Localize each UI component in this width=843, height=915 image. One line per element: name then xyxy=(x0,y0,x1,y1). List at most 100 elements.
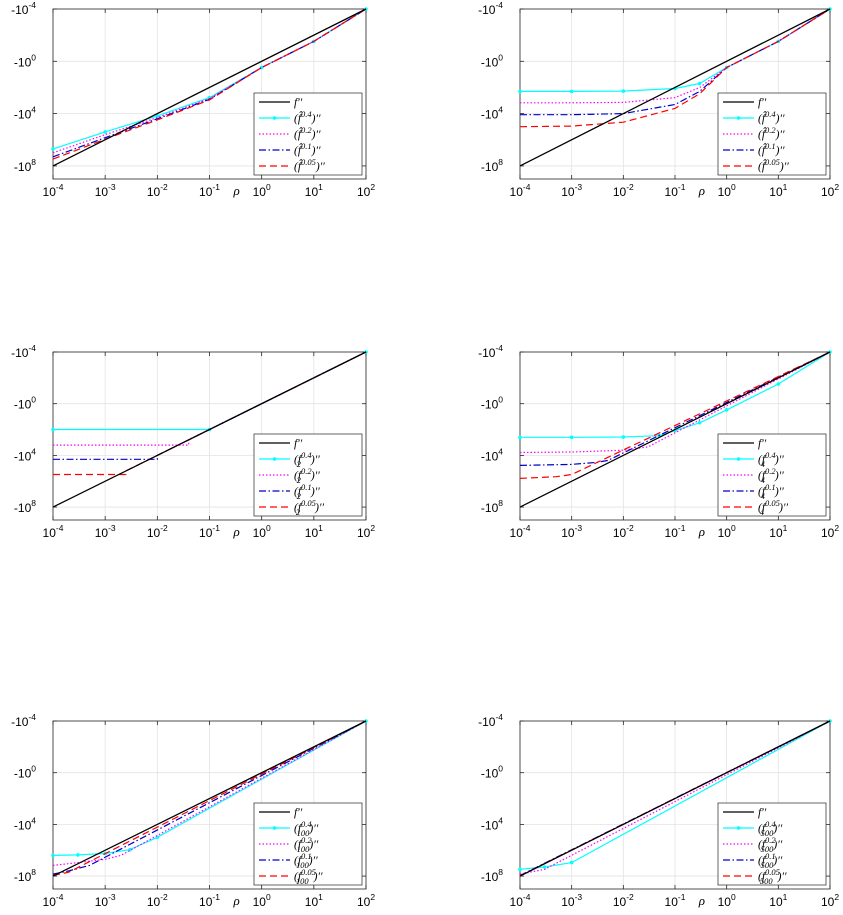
legend-label-lead: (f̂ xyxy=(294,159,303,173)
y-tick-label: -108 xyxy=(481,867,503,884)
x-tick-base: 10 xyxy=(43,185,57,199)
x-tick-exp: 1 xyxy=(783,523,788,533)
legend-box xyxy=(717,92,827,176)
x-tick-exp: -4 xyxy=(523,523,531,533)
panel-top-right: 10-4 10-3 10-2 10-1 100 101 102ρ-10-4-100-104-… xyxy=(478,0,839,199)
x-tick-label: 102 xyxy=(357,892,375,909)
x-tick-base: 10 xyxy=(821,526,835,540)
series-line xyxy=(52,720,367,875)
series-marker xyxy=(76,853,80,857)
series-line xyxy=(52,720,367,856)
legend-label-lead: (f xyxy=(294,871,303,883)
legend-label-lead: f xyxy=(294,438,299,450)
legend-label-sub: 500 xyxy=(761,844,775,854)
legend-label: (f̂0.1)′′ xyxy=(294,141,321,157)
y-tick-exp: 0 xyxy=(31,52,36,62)
legend-label-tail: ′′ xyxy=(761,438,767,450)
x-tick-exp: 0 xyxy=(266,523,271,533)
x-tick-exp: -4 xyxy=(523,182,531,192)
x-tick-exp: -1 xyxy=(678,892,686,902)
x-tick-exp: 2 xyxy=(834,892,839,902)
legend-label-lead: (f xyxy=(758,823,767,835)
x-tick-exp: -2 xyxy=(626,892,634,902)
x-tick-base: 10 xyxy=(147,895,161,909)
legend-marker xyxy=(272,457,277,461)
legend-label-sub: 4 xyxy=(761,491,766,501)
y-tick-base: -10 xyxy=(478,715,496,729)
x-tick-base: 10 xyxy=(95,895,109,909)
x-tick-base: 10 xyxy=(510,185,524,199)
legend-label-lead: (f xyxy=(294,470,303,482)
x-axis-label: ρ xyxy=(698,893,705,908)
legend-label: f′′ xyxy=(758,807,767,819)
y-tick-exp: 8 xyxy=(498,498,503,508)
legend-label-tail: ′′ xyxy=(297,807,303,819)
x-tick-label: 102 xyxy=(357,182,375,199)
x-tick-exp: -3 xyxy=(108,892,116,902)
y-tick-label: -100 xyxy=(481,52,503,69)
legend-label-tail: )′′ xyxy=(774,470,784,482)
y-tick-base: -10 xyxy=(481,55,499,69)
series-line xyxy=(520,8,831,104)
legend-label: (f0.4 500)′′ xyxy=(758,819,783,838)
legend-label-tail: )′′ xyxy=(772,839,782,851)
legend-label-tail: )′′ xyxy=(314,502,324,514)
y-tick-base: -10 xyxy=(14,870,32,884)
legend-label: (f0.4 2)′′ xyxy=(294,450,320,469)
legend-label-lead: (f xyxy=(294,502,303,514)
x-tick-label: 10-3 xyxy=(95,182,116,199)
legend-label-sub: 2 xyxy=(297,475,302,485)
legend-label: (f0.1 100)′′ xyxy=(294,851,318,870)
legend-label-tail: )′′ xyxy=(315,161,325,173)
y-tick-label: -10-4 xyxy=(478,712,503,729)
x-tick-label: 100 xyxy=(253,523,271,540)
legend-label-lead: (f̂ xyxy=(294,127,303,141)
legend-label-lead: (f xyxy=(294,486,303,498)
x-tick-exp: -1 xyxy=(678,182,686,192)
y-tick-base: -10 xyxy=(481,398,499,412)
legend-label-tail: )′′ xyxy=(310,470,320,482)
legend-label: (f0.05 4)′′ xyxy=(758,498,789,517)
legend-label-tail: ′′ xyxy=(761,807,767,819)
legend-label-lead: (f̂ xyxy=(758,159,767,173)
x-tick-label: 102 xyxy=(357,523,375,540)
x-tick-label: 101 xyxy=(305,182,323,199)
legend-label-tail: )′′ xyxy=(775,129,785,141)
legend-label: (f0.1 4)′′ xyxy=(758,482,784,501)
y-tick-base: -10 xyxy=(481,160,499,174)
x-tick-exp: -3 xyxy=(575,892,583,902)
x-tick-base: 10 xyxy=(665,526,679,540)
x-tick-base: 10 xyxy=(718,895,732,909)
legend-label-tail: ′′ xyxy=(297,97,303,109)
y-tick-exp: 8 xyxy=(31,867,36,877)
legend-label-tail: )′′ xyxy=(772,855,782,867)
x-tick-exp: 1 xyxy=(318,892,323,902)
x-tick-exp: 2 xyxy=(370,182,375,192)
legend-label-sub: 2 xyxy=(296,507,301,517)
panel-bottom-right: 10-4 10-3 10-2 10-1 100 101 102ρ-10-4-100-104-… xyxy=(478,712,839,909)
legend-label: (f̂0.05)′′ xyxy=(758,157,789,173)
y-tick-label: -10-4 xyxy=(11,712,36,729)
x-tick-exp: -4 xyxy=(56,523,64,533)
series-line xyxy=(519,720,831,870)
legend-label-tail: )′′ xyxy=(313,871,323,883)
series-marker xyxy=(155,114,160,118)
y-tick-base: -10 xyxy=(14,160,32,174)
y-tick-label: -10-4 xyxy=(11,343,36,360)
legend-label: (f̂0.2)′′ xyxy=(758,125,785,141)
panel-bottom-left: 10-4 10-3 10-2 10-1 100 101 102ρ-10-4-100-104-… xyxy=(11,712,375,909)
y-tick-exp: -4 xyxy=(28,712,36,722)
y-tick-label: -108 xyxy=(14,867,36,884)
y-tick-exp: 8 xyxy=(31,498,36,508)
series-marker xyxy=(724,408,729,412)
x-tick-exp: -3 xyxy=(575,523,583,533)
legend-label-tail: ′′ xyxy=(761,97,767,109)
x-tick-label: 10-1 xyxy=(199,892,220,909)
legend: f′′(f0.4 100)′′(f0.2 100)′′(f0.1 100)′′(f0.… xyxy=(253,802,363,886)
x-tick-exp: 1 xyxy=(318,182,323,192)
x-tick-label: 101 xyxy=(769,182,787,199)
legend-label-tail: )′′ xyxy=(779,161,789,173)
legend-box xyxy=(717,802,827,886)
legend-label-sup: 0.2 xyxy=(301,125,312,135)
legend-label-tail: )′′ xyxy=(311,129,321,141)
